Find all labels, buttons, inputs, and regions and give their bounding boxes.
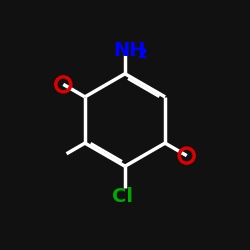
Text: 2: 2 <box>138 48 148 62</box>
Text: NH: NH <box>113 41 146 60</box>
Text: Cl: Cl <box>112 187 133 206</box>
